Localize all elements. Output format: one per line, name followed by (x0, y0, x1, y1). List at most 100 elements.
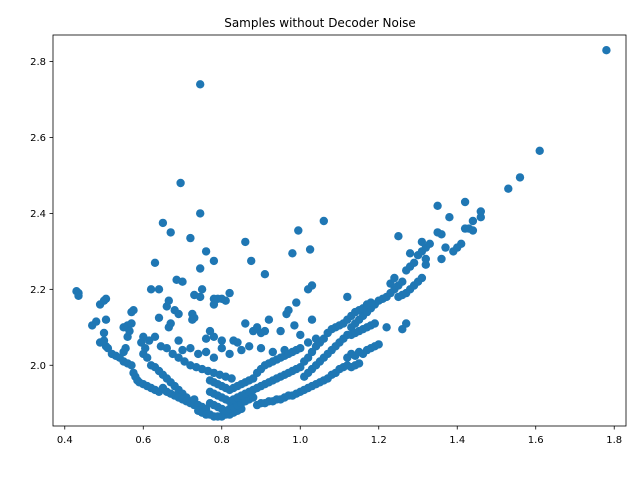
scatter-point (433, 201, 442, 210)
scatter-point (201, 334, 211, 343)
scatter-point (127, 361, 136, 370)
scatter-point (166, 228, 175, 237)
scatter-point (307, 281, 317, 290)
scatter-point (143, 353, 152, 362)
scatter-point (398, 290, 407, 300)
scatter-point (178, 277, 187, 286)
y-axis: 2.0 2.2 2.4 2.6 2.8 (30, 57, 53, 372)
scatter-point (92, 317, 101, 326)
scatter-point (217, 344, 226, 353)
scatter-point (164, 296, 173, 305)
scatter-point (460, 197, 470, 207)
scatter-point (99, 328, 109, 338)
scatter-point (162, 344, 171, 353)
scatter-point (303, 338, 313, 347)
x-tick-label: 1.4 (449, 435, 465, 446)
scatter-point (288, 249, 297, 258)
y-tick-label: 2.4 (30, 209, 46, 220)
x-tick-label: 1.8 (606, 435, 622, 446)
scatter-point (146, 285, 156, 294)
scatter-point (164, 323, 173, 332)
scatter-point (476, 207, 485, 216)
scatter-point (602, 46, 611, 55)
scatter-point (290, 321, 299, 330)
scatter-point (425, 239, 434, 248)
scatter-point (260, 270, 270, 279)
scatter-point (217, 336, 226, 345)
scatter-point (268, 347, 277, 357)
scatter-point (417, 237, 427, 247)
scatter-point (294, 226, 303, 235)
scatter-point (209, 332, 219, 341)
scatter-point (176, 178, 185, 188)
x-axis: 0.4 0.6 0.8 1.0 1.2 1.4 1.6 1.8 (57, 426, 622, 446)
scatter-point (260, 326, 270, 336)
y-tick-label: 2.8 (30, 57, 46, 68)
scatter-point (196, 264, 205, 273)
scatter-point (190, 313, 199, 322)
scatter-point (101, 315, 111, 324)
scatter-point (437, 230, 446, 239)
scatter-point (209, 353, 219, 362)
scatter-point (201, 247, 211, 256)
scatter-point (101, 294, 111, 303)
scatter-point (196, 292, 205, 302)
scatter-point (394, 232, 403, 241)
scatter-point (292, 298, 301, 307)
scatter-point (402, 319, 411, 328)
scatter-point (504, 184, 513, 193)
scatter-point (256, 344, 266, 353)
scatter-point (186, 344, 195, 353)
scatter-point (366, 298, 376, 307)
scatter-point (264, 315, 274, 324)
scatter-point (382, 323, 391, 332)
scatter-point (374, 340, 383, 349)
scatter-point (154, 285, 164, 294)
scatter-point (305, 245, 315, 254)
y-tick-label: 2.2 (30, 285, 46, 296)
scatter-point (174, 309, 183, 319)
scatter-point (225, 288, 234, 298)
scatter-point (405, 249, 415, 258)
scatter-point (241, 319, 250, 328)
scatter-point (74, 291, 83, 300)
scatter-point (196, 80, 205, 89)
scatter-point (437, 254, 446, 264)
scatter-point (417, 273, 427, 283)
x-tick-label: 0.4 (57, 435, 73, 446)
scatter-point (237, 345, 246, 355)
scatter-point (441, 243, 450, 252)
scatter-point (319, 216, 328, 226)
scatter-point (174, 336, 183, 345)
scatter-point (241, 237, 250, 247)
scatter-point (233, 338, 242, 347)
scatter-point (227, 374, 236, 383)
scatter-point (307, 315, 317, 324)
scatter-point (468, 226, 478, 235)
scatter-point (245, 342, 254, 351)
scatter-point (535, 146, 544, 155)
scatter-point (127, 319, 136, 328)
scatter-point (398, 277, 407, 286)
plot-frame (52, 34, 627, 427)
scatter-point (354, 359, 364, 368)
scatter-point (276, 326, 285, 336)
x-tick-label: 1.2 (371, 435, 387, 446)
scatter-point (515, 173, 525, 182)
points-layer (72, 46, 611, 421)
scatter-point (125, 326, 134, 336)
scatter-point (457, 239, 466, 248)
y-tick-label: 2.0 (30, 361, 46, 372)
y-tick-label: 2.6 (30, 133, 46, 144)
scatter-point (421, 260, 430, 269)
x-tick-label: 1.0 (292, 435, 308, 446)
scatter-point (150, 258, 160, 267)
scatter-point (141, 344, 150, 353)
scatter-point (370, 319, 379, 328)
scatter-point (196, 209, 205, 218)
scatter-point (209, 256, 219, 266)
scatter-point (186, 233, 195, 243)
scatter-point (296, 330, 305, 340)
x-tick-label: 0.8 (214, 435, 230, 446)
